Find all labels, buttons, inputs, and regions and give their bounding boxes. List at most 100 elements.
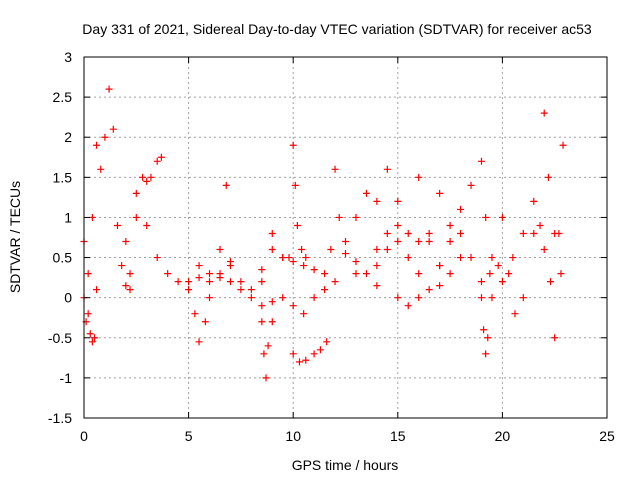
series-afternoon-1 (331, 165, 402, 278)
data-point (494, 262, 502, 270)
data-point (93, 141, 101, 149)
data-point (222, 181, 230, 189)
data-point (237, 278, 245, 286)
data-point (289, 350, 297, 358)
y-tick-label: -1 (60, 370, 73, 386)
data-point (264, 342, 272, 350)
data-point (394, 197, 402, 205)
data-point (97, 165, 105, 173)
data-point (295, 358, 303, 366)
data-point (285, 254, 293, 262)
data-point (415, 294, 423, 302)
data-point (122, 238, 130, 246)
data-point (530, 229, 538, 237)
x-tick-label: 5 (185, 428, 193, 444)
data-point (216, 246, 224, 254)
data-point (126, 270, 134, 278)
data-point (373, 197, 381, 205)
data-point (298, 246, 306, 254)
data-point (457, 229, 465, 237)
data-point (480, 326, 488, 334)
data-point (519, 294, 527, 302)
data-point (84, 270, 92, 278)
series-dip-low (258, 318, 276, 382)
data-point (540, 109, 548, 117)
data-point (352, 213, 360, 221)
data-point (436, 262, 444, 270)
data-point (174, 278, 182, 286)
data-point (153, 254, 161, 262)
data-point (90, 334, 98, 342)
data-point (457, 205, 465, 213)
data-point (383, 246, 391, 254)
data-point (394, 221, 402, 229)
data-point (88, 338, 96, 346)
data-point (258, 266, 266, 274)
data-point (509, 254, 517, 262)
data-point (310, 266, 318, 274)
data-point (352, 270, 360, 278)
series-late-4 (540, 141, 567, 342)
data-point (268, 229, 276, 237)
data-point (300, 262, 308, 270)
y-tick-label: 2.5 (53, 89, 73, 105)
data-point (164, 270, 172, 278)
series-mid-3 (195, 262, 287, 310)
data-point (113, 221, 121, 229)
y-tick-label: 0.5 (53, 250, 73, 266)
data-point (415, 270, 423, 278)
data-point (505, 270, 513, 278)
data-point (415, 238, 423, 246)
data-point (362, 270, 370, 278)
series-spike-10 (285, 141, 310, 262)
data-point (268, 318, 276, 326)
data-point (373, 282, 381, 290)
x-tick-label: 20 (495, 428, 511, 444)
data-point (195, 262, 203, 270)
data-point (247, 294, 255, 302)
data-point (331, 165, 339, 173)
data-point (206, 270, 214, 278)
data-point (310, 350, 318, 358)
data-point (394, 238, 402, 246)
data-point (279, 294, 287, 302)
data-point (109, 125, 117, 133)
data-point (335, 213, 343, 221)
series-early-peak (80, 85, 134, 294)
data-point (559, 141, 567, 149)
data-point (302, 254, 310, 262)
data-point (268, 298, 276, 306)
x-axis-label: GPS time / hours (292, 457, 399, 473)
series-mid-2 (206, 181, 266, 294)
data-point (195, 338, 203, 346)
series-late-2 (488, 213, 538, 318)
data-point (482, 213, 490, 221)
y-tick-label: 2 (64, 129, 72, 145)
data-point (467, 181, 475, 189)
data-point (262, 374, 270, 382)
data-point (216, 274, 224, 282)
data-point (555, 229, 563, 237)
data-point (557, 270, 565, 278)
y-tick-label: 1 (64, 209, 72, 225)
data-point (289, 302, 297, 310)
data-point (425, 238, 433, 246)
data-point (331, 278, 339, 286)
data-point (383, 229, 391, 237)
series-afternoon-2 (327, 173, 423, 258)
data-point (86, 330, 94, 338)
data-point (226, 278, 234, 286)
data-point (544, 173, 552, 181)
data-point (302, 356, 310, 364)
data-point (530, 197, 538, 205)
series-morning-a (126, 153, 165, 278)
data-point (268, 246, 276, 254)
data-point (310, 294, 318, 302)
data-point (291, 181, 299, 189)
data-point (321, 286, 329, 294)
data-point (118, 262, 126, 270)
data-point (362, 189, 370, 197)
data-point (446, 221, 454, 229)
data-point (488, 294, 496, 302)
data-point (519, 229, 527, 237)
